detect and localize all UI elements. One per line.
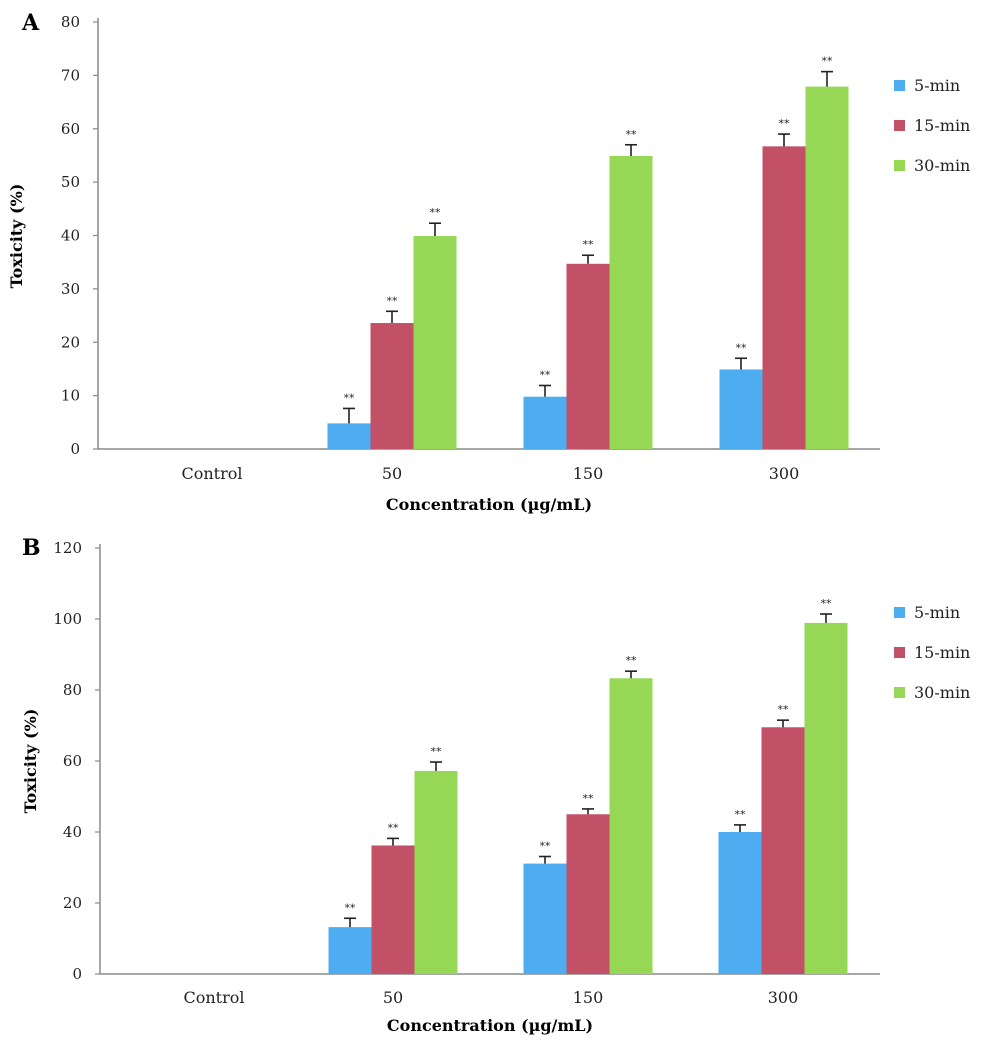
significance-marker: ** <box>431 745 443 758</box>
x-tick-label: 50 <box>383 988 403 1007</box>
x-tick-label: 300 <box>769 464 800 483</box>
legend-swatch <box>894 687 905 698</box>
bar <box>609 678 653 974</box>
bar <box>371 845 415 974</box>
significance-marker: ** <box>583 238 595 251</box>
x-tick-label: 50 <box>382 464 402 483</box>
legend-swatch <box>894 160 905 171</box>
y-tick-label: 100 <box>53 610 82 628</box>
significance-marker: ** <box>821 597 833 610</box>
y-tick-label: 20 <box>63 894 82 912</box>
significance-marker: ** <box>344 391 356 404</box>
bar <box>566 814 610 974</box>
x-tick-label: Control <box>183 988 244 1007</box>
chart-panel-a: A 0 10 20 30 40 50 60 70 80 Control 50 150 300 Concent… <box>7 10 970 514</box>
significance-marker: ** <box>779 117 791 130</box>
significance-marker: ** <box>735 808 747 821</box>
x-tick-label: 150 <box>573 988 604 1007</box>
y-tick-label: 0 <box>70 440 80 458</box>
bar <box>718 832 762 974</box>
panel-letter: B <box>22 535 41 561</box>
bar <box>327 423 371 449</box>
significance-marker: ** <box>540 368 552 381</box>
significance-marker: ** <box>583 792 595 805</box>
y-tick-label: 60 <box>61 120 80 138</box>
significance-marker: ** <box>778 703 790 716</box>
bar <box>523 396 567 449</box>
significance-marker: ** <box>626 654 638 667</box>
y-tick-label: 50 <box>61 173 80 191</box>
legend-swatch <box>894 120 905 131</box>
bar <box>761 727 805 974</box>
bar <box>370 323 414 449</box>
legend-swatch <box>894 607 905 618</box>
x-tick-label: Control <box>181 464 242 483</box>
significance-marker: ** <box>540 839 552 852</box>
bar <box>523 863 567 974</box>
legend-label: 5-min <box>914 603 960 622</box>
legend-label: 5-min <box>914 76 960 95</box>
bar <box>566 263 610 449</box>
significance-marker: ** <box>822 55 834 68</box>
bar <box>414 770 458 974</box>
bar <box>413 236 457 449</box>
x-axis-title: Concentration (µg/mL) <box>387 1016 593 1035</box>
bar <box>805 86 849 450</box>
significance-marker: ** <box>626 128 638 141</box>
y-tick-label: 60 <box>63 752 82 770</box>
y-axis-title: Toxicity (%) <box>7 184 26 289</box>
legend-label: 30-min <box>914 156 970 175</box>
bar <box>328 927 372 974</box>
y-tick-label: 120 <box>53 539 82 557</box>
legend-label: 15-min <box>914 643 970 662</box>
bar <box>609 155 653 449</box>
y-tick-label: 10 <box>61 387 80 405</box>
bar <box>762 146 806 449</box>
y-tick-label: 30 <box>61 280 80 298</box>
significance-marker: ** <box>736 341 748 354</box>
y-tick-label: 0 <box>72 965 82 983</box>
y-tick-label: 70 <box>61 66 80 84</box>
y-axis-title: Toxicity (%) <box>21 709 40 814</box>
significance-marker: ** <box>387 294 399 307</box>
significance-marker: ** <box>345 901 357 914</box>
y-tick-label: 80 <box>61 13 80 31</box>
bar <box>719 369 763 449</box>
y-tick-label: 40 <box>63 823 82 841</box>
legend-label: 15-min <box>914 116 970 135</box>
bar <box>804 622 848 974</box>
x-tick-label: 150 <box>573 464 604 483</box>
panel-letter: A <box>21 10 40 36</box>
x-tick-label: 300 <box>768 988 799 1007</box>
chart-panel-b: B 0 20 40 60 80 100 120 Control 50 150 300 Concentra… <box>21 535 970 1035</box>
y-tick-label: 20 <box>61 333 80 351</box>
y-tick-label: 80 <box>63 681 82 699</box>
legend-swatch <box>894 647 905 658</box>
significance-marker: ** <box>388 821 400 834</box>
y-tick-label: 40 <box>61 227 80 245</box>
legend-swatch <box>894 80 905 91</box>
x-axis-title: Concentration (µg/mL) <box>386 495 592 514</box>
significance-marker: ** <box>430 206 442 219</box>
legend-label: 30-min <box>914 683 970 702</box>
